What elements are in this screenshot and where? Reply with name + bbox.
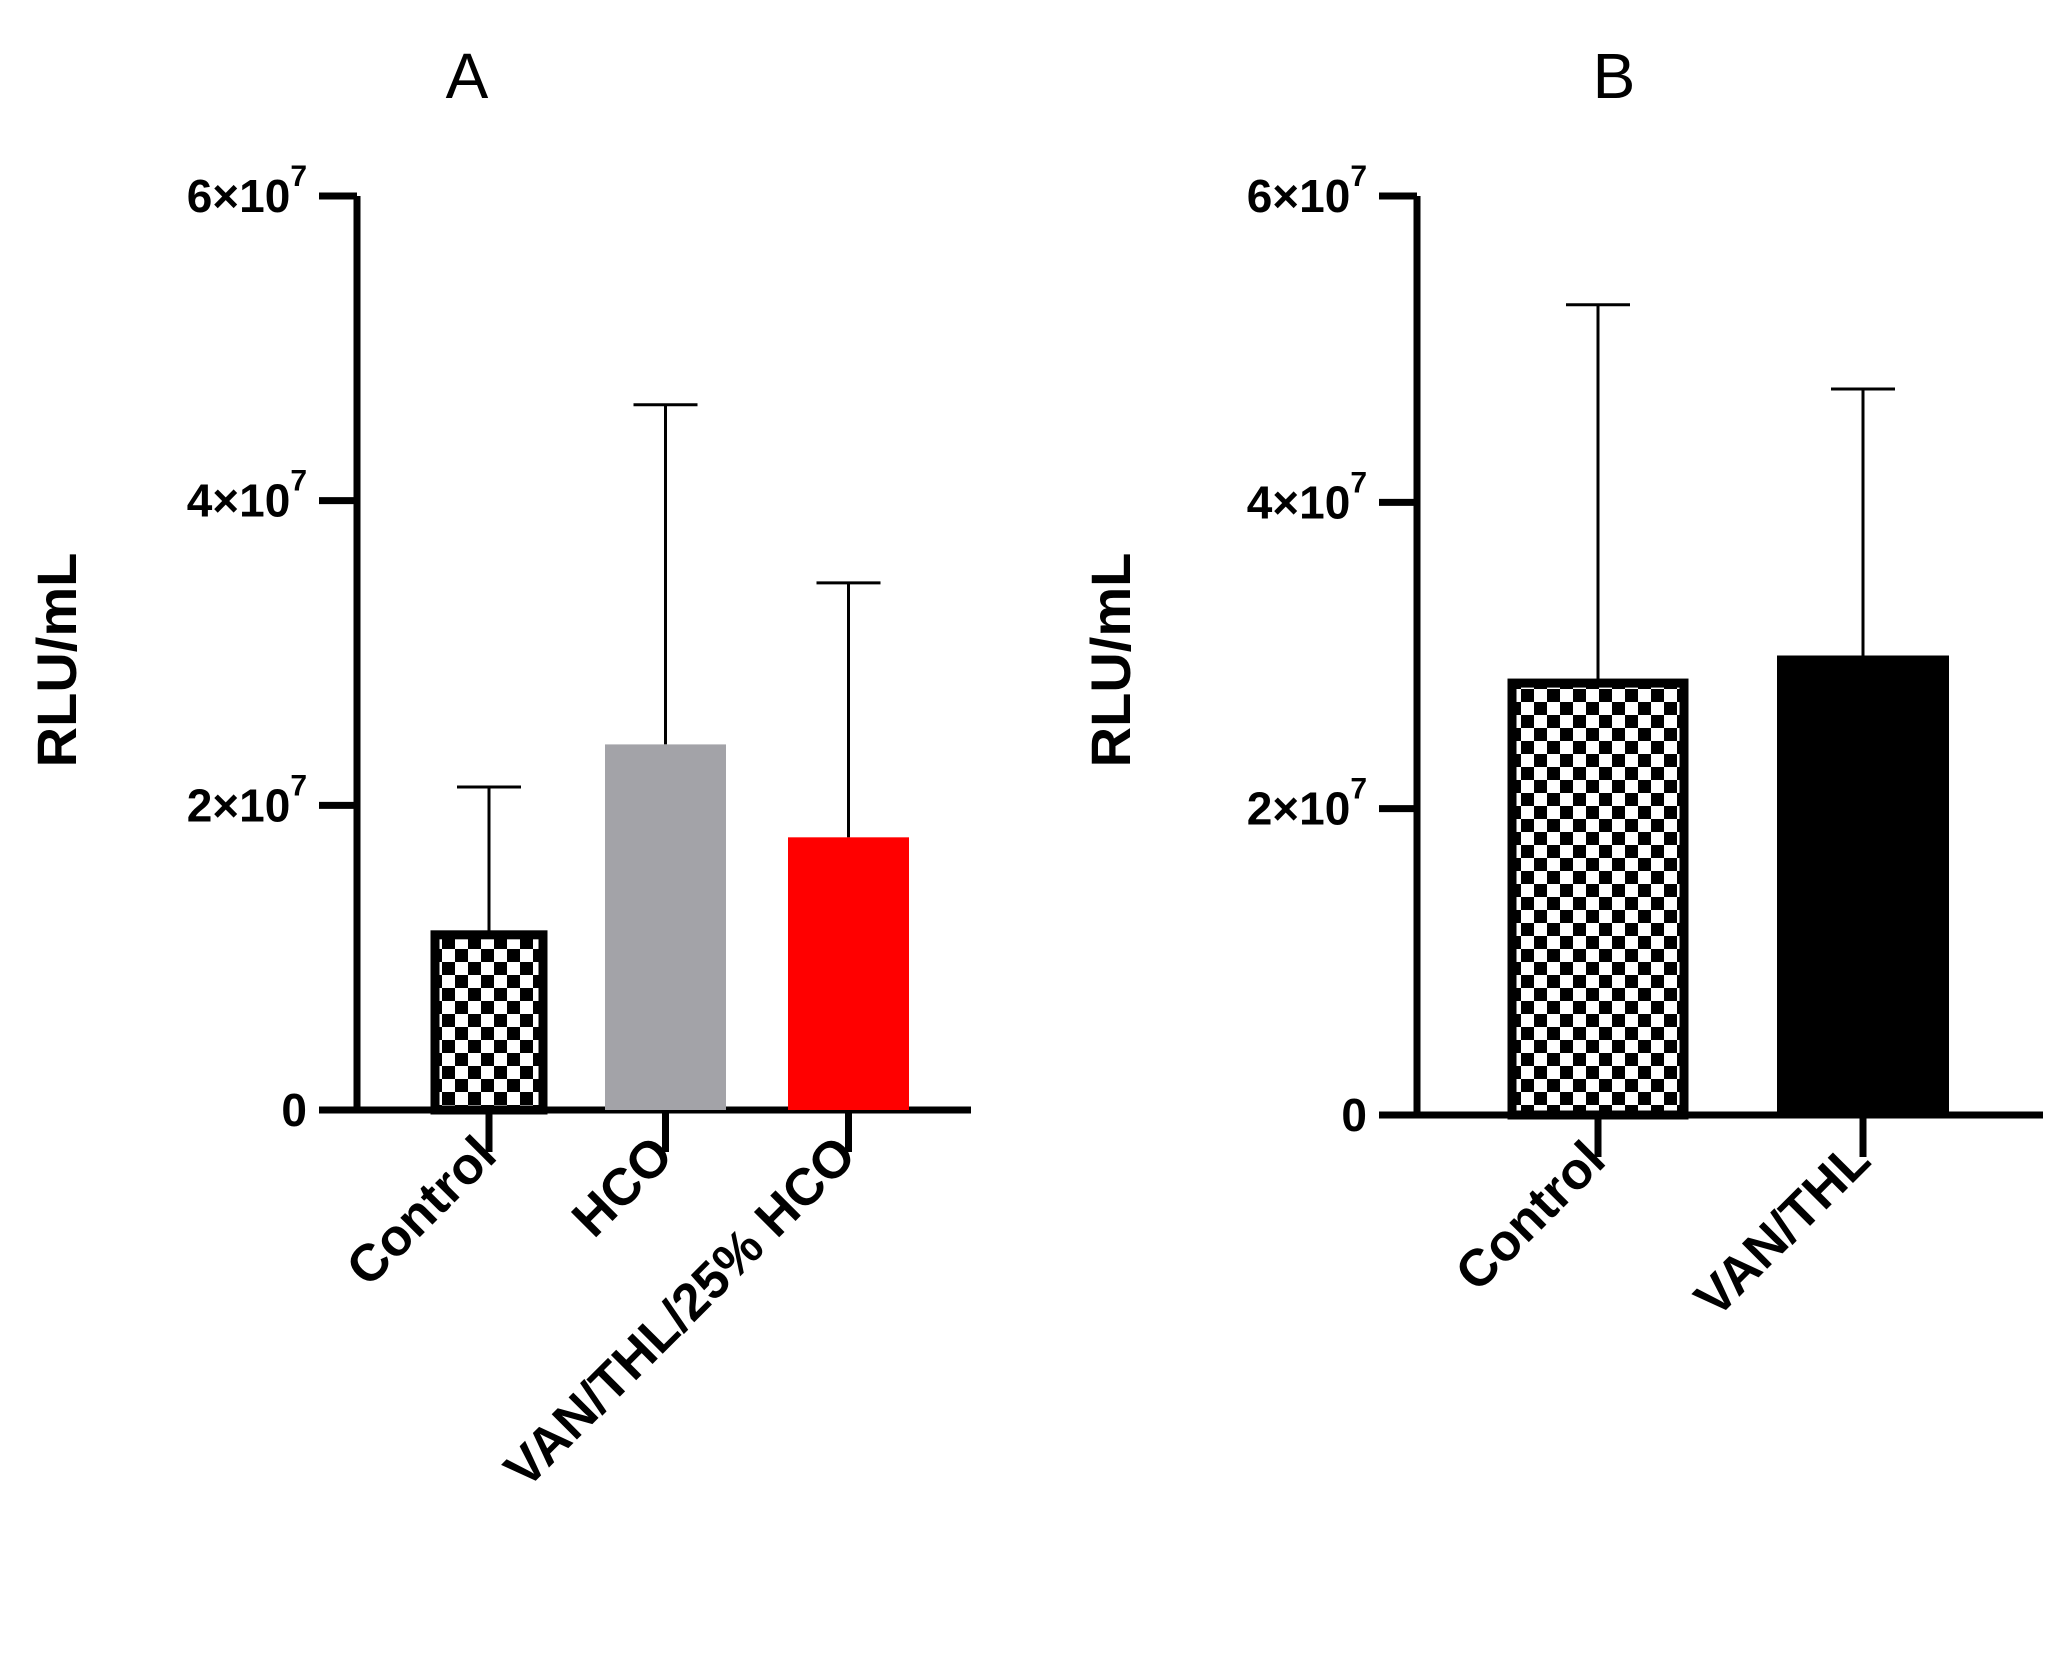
bar-hco — [605, 744, 726, 1110]
y-tick-base: 2×10 — [187, 779, 291, 831]
y-tick-label: 0 — [281, 1084, 307, 1136]
y-tick-label: 2×107 — [187, 769, 307, 831]
category-labels: Control VAN/THL — [1445, 1130, 1882, 1328]
y-tick-exponent: 7 — [1350, 773, 1367, 806]
bars — [1507, 303, 1949, 1120]
category-label: VAN/THL/25% HCO — [494, 1125, 867, 1498]
category-label: VAN/THL — [1684, 1130, 1882, 1328]
y-tick-label: 2×107 — [1247, 773, 1367, 835]
y-tick-label: 6×107 — [187, 160, 307, 222]
y-tick-base: 0 — [1341, 1089, 1367, 1141]
y-tick-exponent: 7 — [290, 465, 307, 498]
panel-title: A — [446, 40, 489, 112]
y-tick-base: 4×10 — [187, 475, 291, 527]
category-label: Control — [1445, 1130, 1617, 1302]
y-tick-label: 6×107 — [1247, 160, 1367, 222]
y-tick-label: 4×107 — [1247, 466, 1367, 528]
y-tick-exponent: 7 — [1350, 160, 1367, 193]
y-tick-base: 4×10 — [1247, 476, 1351, 528]
y-tick-base: 6×10 — [1247, 170, 1351, 222]
y-tick-label: 4×107 — [187, 465, 307, 527]
y-tick-exponent: 7 — [1350, 466, 1367, 499]
bar-control — [430, 930, 548, 1115]
y-tick-base: 6×10 — [187, 170, 291, 222]
bar-van-thl — [1777, 655, 1949, 1115]
panel-title: B — [1593, 40, 1636, 112]
y-axis-label: RLU/mL — [1079, 553, 1142, 768]
category-label: Control — [336, 1125, 508, 1297]
y-tick-base: 0 — [281, 1084, 307, 1136]
y-tick-base: 2×10 — [1247, 783, 1351, 835]
y-tick-label: 0 — [1341, 1089, 1367, 1141]
y-tick-exponent: 7 — [290, 769, 307, 802]
bar-van-thl-25-hco — [788, 837, 909, 1110]
bars — [430, 403, 909, 1115]
y-axis-label: RLU/mL — [25, 553, 88, 768]
bar-control — [1507, 678, 1689, 1120]
y-tick-exponent: 7 — [290, 160, 307, 193]
